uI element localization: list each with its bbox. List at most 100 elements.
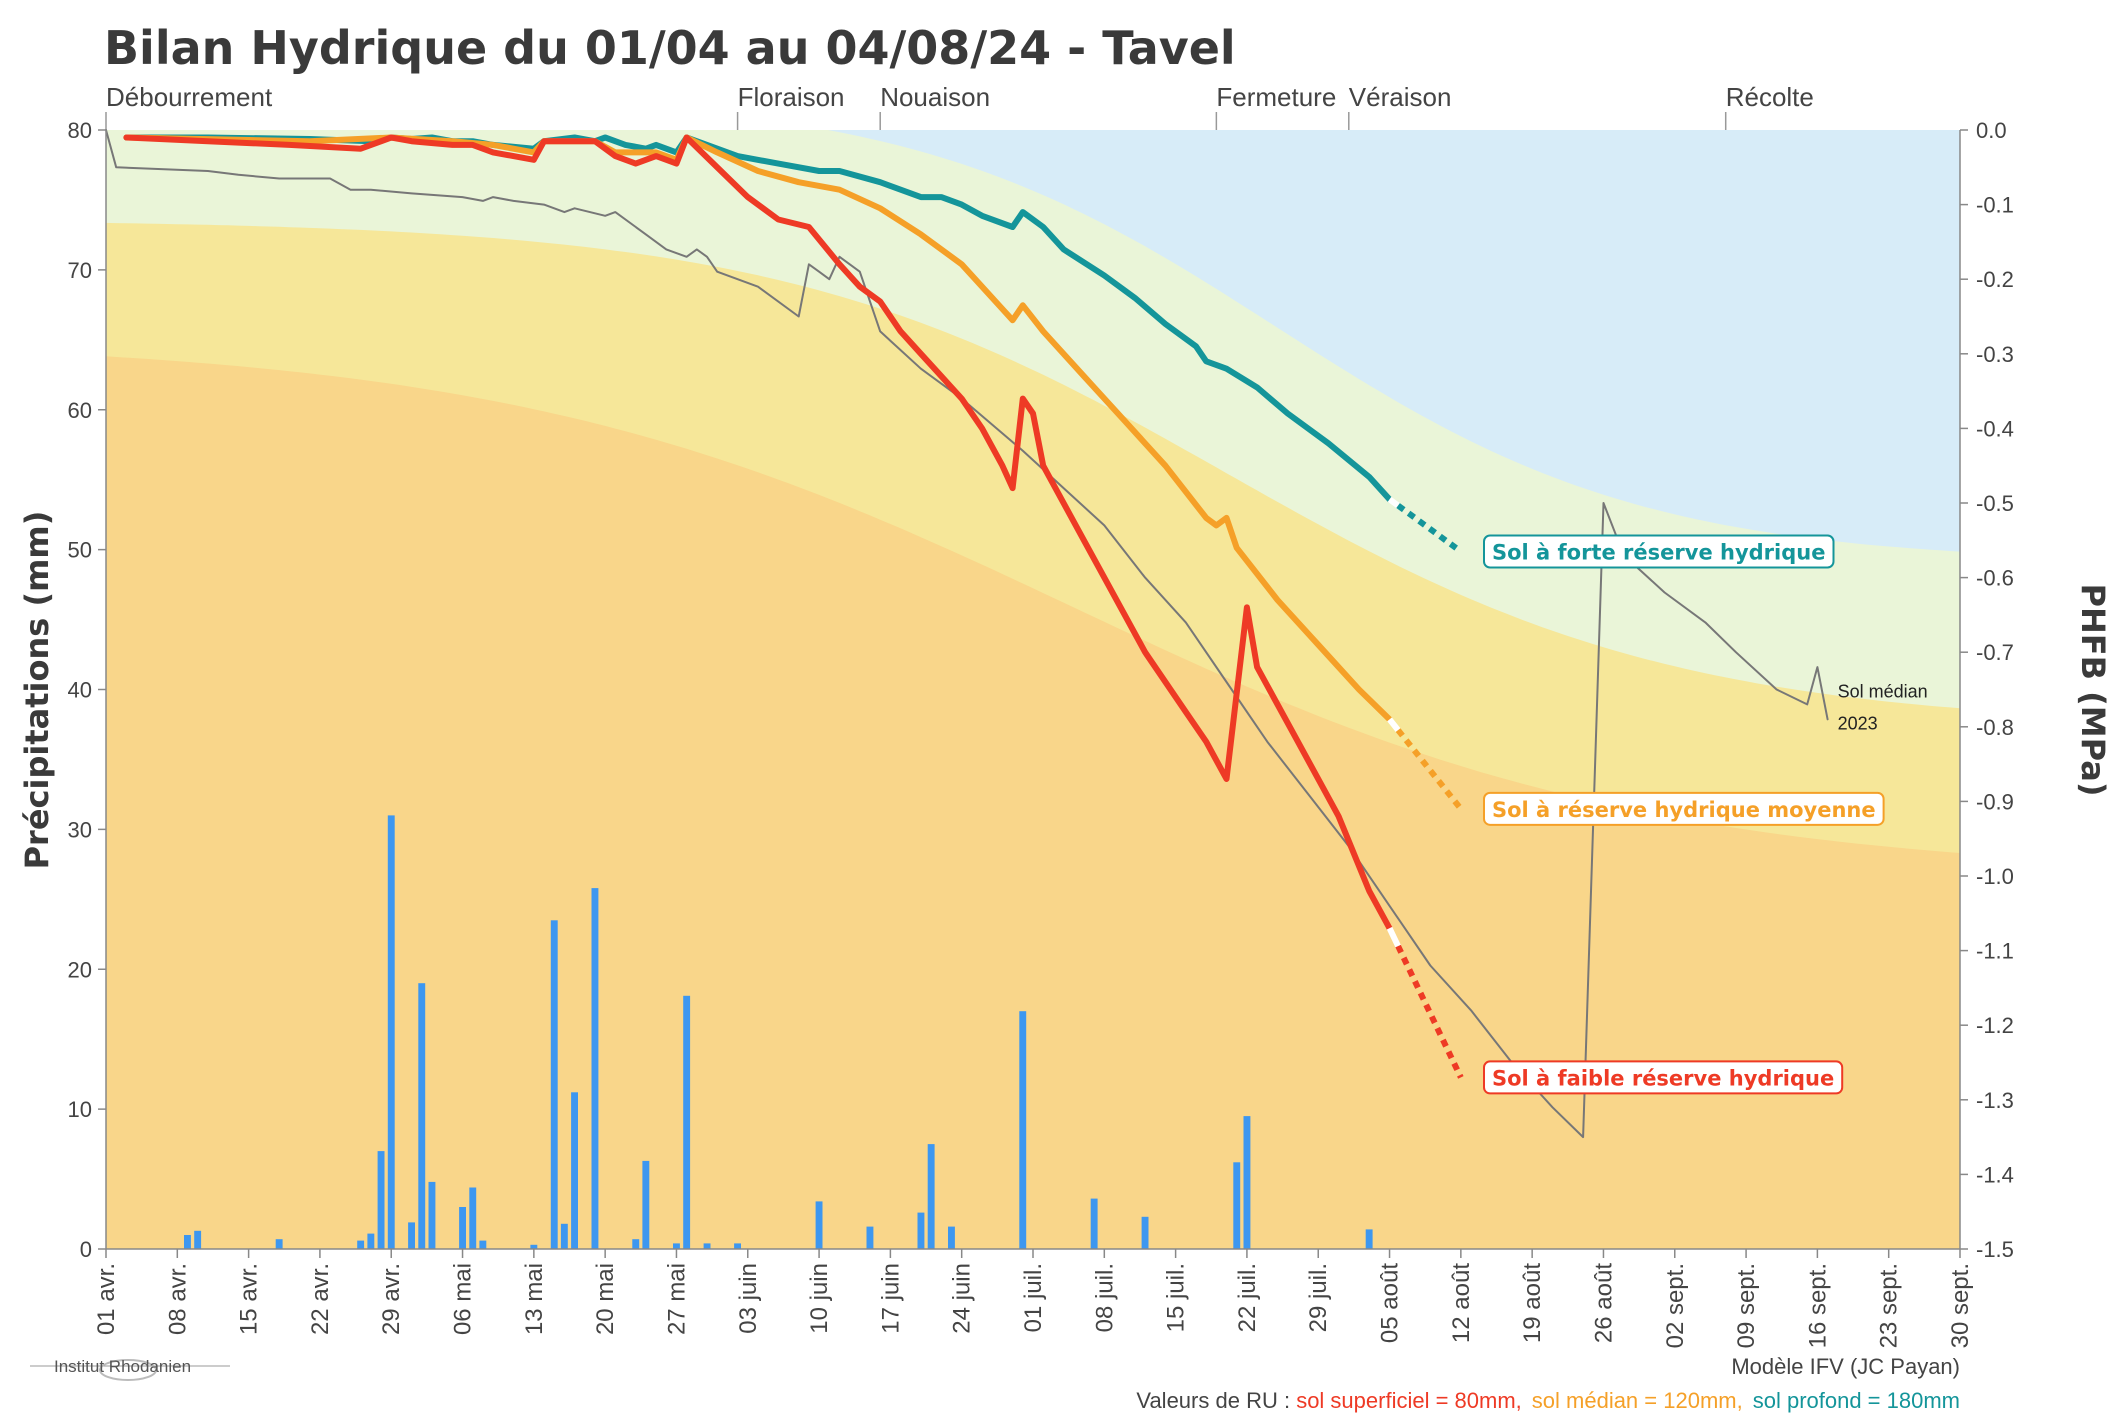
x-tick-label: 30 sept. xyxy=(1947,1263,1974,1348)
precipitation-bars xyxy=(184,815,1373,1249)
x-tick-label: 02 sept. xyxy=(1662,1263,1689,1348)
x-tick-label: 23 sept. xyxy=(1876,1263,1903,1348)
phenology-stages: Débourrement Floraison Nouaison Fermeture Vé… xyxy=(105,82,1814,130)
line-low-reserve xyxy=(123,134,1393,932)
precipitation-bar xyxy=(428,1181,436,1249)
y-right-tick-label: 0.0 xyxy=(1976,118,2007,143)
series-lines xyxy=(105,129,1829,1139)
precipitation-bar xyxy=(377,1151,385,1249)
line-median-2023 xyxy=(105,129,1829,1139)
series-labels: Sol à forte réserve hydrique Sol à réserv… xyxy=(1483,534,1928,1095)
x-tick-label: 10 juin xyxy=(806,1263,833,1334)
y-right-tick-label: -1.3 xyxy=(1976,1088,2014,1113)
precipitation-bar xyxy=(194,1230,202,1249)
x-tick-label: 12 août xyxy=(1448,1263,1475,1343)
precipitation-bar xyxy=(387,815,395,1249)
y-left-tick-label: 40 xyxy=(68,678,92,703)
x-tick-label: 05 août xyxy=(1377,1263,1404,1343)
forecast-low-reserve xyxy=(1395,944,1464,1079)
x-tick-label: 26 août xyxy=(1591,1263,1618,1343)
precipitation-bar xyxy=(1019,1011,1027,1249)
x-tick-label: 06 mai xyxy=(450,1263,477,1335)
y-right-tick-label: -1.1 xyxy=(1976,939,2014,964)
x-tick-label: 09 sept. xyxy=(1733,1263,1760,1348)
stage-label: Nouaison xyxy=(880,82,990,112)
x-tick-label: 22 avr. xyxy=(307,1263,334,1335)
y-right-tick-label: -0.8 xyxy=(1976,715,2014,740)
stage-label: Débourrement xyxy=(106,82,273,112)
label-text-medium-reserve: Sol à réserve hydrique moyenne xyxy=(1492,798,1876,822)
label-medium-reserve: Sol à réserve hydrique moyenne xyxy=(1483,791,1885,826)
y-left-tick-label: 60 xyxy=(68,398,92,423)
precipitation-bar xyxy=(418,983,426,1249)
label-text-high-reserve: Sol à forte réserve hydrique xyxy=(1492,540,1825,564)
precipitation-bar xyxy=(1233,1162,1241,1249)
label-high-reserve: Sol à forte réserve hydrique xyxy=(1483,534,1835,569)
ru-median: sol médian = 120mm, xyxy=(1532,1388,1743,1413)
y-right-tick-label: -0.3 xyxy=(1976,342,2014,367)
precipitation-bar xyxy=(591,888,599,1249)
precipitation-bar xyxy=(1365,1229,1373,1249)
precipitation-bar xyxy=(1090,1198,1098,1249)
forecast-medium-reserve xyxy=(1395,728,1464,811)
label-box-medium-reserve xyxy=(1483,791,1885,826)
precipitation-bar xyxy=(550,920,558,1249)
forecast-gap-medium-reserve xyxy=(1387,717,1401,732)
label-box-low-reserve xyxy=(1483,1060,1844,1095)
logo: Institut Rhodanien xyxy=(30,1357,230,1381)
precipitation-bar xyxy=(184,1235,191,1249)
label-text-low-reserve: Sol à faible réserve hydrique xyxy=(1492,1066,1834,1090)
forecast-gap-high-reserve xyxy=(1387,496,1400,508)
y-right-tick-label: -0.1 xyxy=(1976,193,2014,218)
y-left-tick-label: 70 xyxy=(68,258,92,283)
precipitation-bar xyxy=(632,1239,640,1249)
x-tick-label: 19 août xyxy=(1519,1263,1546,1343)
precipitation-bar xyxy=(734,1243,741,1249)
y-right-tick-label: -0.9 xyxy=(1976,789,2014,814)
y-right-tick-label: -1.2 xyxy=(1976,1013,2014,1038)
precipitation-bar xyxy=(571,1092,578,1249)
stage-label: Fermeture xyxy=(1216,82,1336,112)
precipitation-bar xyxy=(917,1212,925,1249)
x-tick-label: 29 avr. xyxy=(378,1263,405,1335)
stage-label: Véraison xyxy=(1349,82,1452,112)
y-right-tick-label: -1.5 xyxy=(1976,1237,2014,1262)
precipitation-bar xyxy=(948,1226,955,1249)
precipitation-bar xyxy=(642,1160,650,1249)
chart-title: Bilan Hydrique du 01/04 au 04/08/24 - Ta… xyxy=(104,21,1236,75)
forecast-gap-low-reserve xyxy=(1386,926,1401,948)
x-tick-label: 16 sept. xyxy=(1804,1263,1831,1348)
y-left-tick-label: 50 xyxy=(68,538,92,563)
precipitation-bar xyxy=(673,1243,680,1249)
ru-prefix: Valeurs de RU : xyxy=(1136,1388,1296,1413)
y-left-tick-label: 0 xyxy=(80,1237,92,1262)
precipitation-bar xyxy=(1141,1216,1149,1249)
x-tick-label: 08 juil. xyxy=(1091,1263,1118,1332)
stage-label: Floraison xyxy=(738,82,845,112)
precipitation-bar xyxy=(469,1187,477,1249)
model-credit: Modèle IFV (JC Payan) xyxy=(1731,1354,1960,1379)
precipitation-bar xyxy=(866,1226,874,1249)
x-tick-label: 15 avr. xyxy=(236,1263,263,1335)
precipitation-bar xyxy=(927,1144,935,1249)
y-right-tick-label: -0.6 xyxy=(1976,566,2014,591)
x-tick-label: 15 juil. xyxy=(1163,1263,1190,1332)
label-median-2023-line2: 2023 xyxy=(1838,713,1878,733)
y-left-tick-label: 30 xyxy=(68,817,92,842)
x-tick-label: 27 mai xyxy=(664,1263,691,1335)
stage-label: Récolte xyxy=(1726,82,1814,112)
logo-text: Institut Rhodanien xyxy=(54,1357,191,1376)
label-low-reserve: Sol à faible réserve hydrique xyxy=(1483,1060,1844,1095)
precipitation-bar xyxy=(683,995,691,1249)
x-tick-label: 13 mai xyxy=(521,1263,548,1335)
y-right-tick-label: -0.7 xyxy=(1976,640,2014,665)
precipitation-bar xyxy=(357,1240,365,1249)
precipitation-bar xyxy=(815,1201,823,1249)
precipitation-bar xyxy=(459,1207,466,1249)
y-right-tick-label: -1.0 xyxy=(1976,864,2014,889)
y-left-tick-label: 80 xyxy=(68,118,92,143)
label-median-2023-line1: Sol médian xyxy=(1838,681,1928,701)
precipitation-bar xyxy=(703,1243,711,1249)
precipitation-bar xyxy=(275,1239,283,1249)
